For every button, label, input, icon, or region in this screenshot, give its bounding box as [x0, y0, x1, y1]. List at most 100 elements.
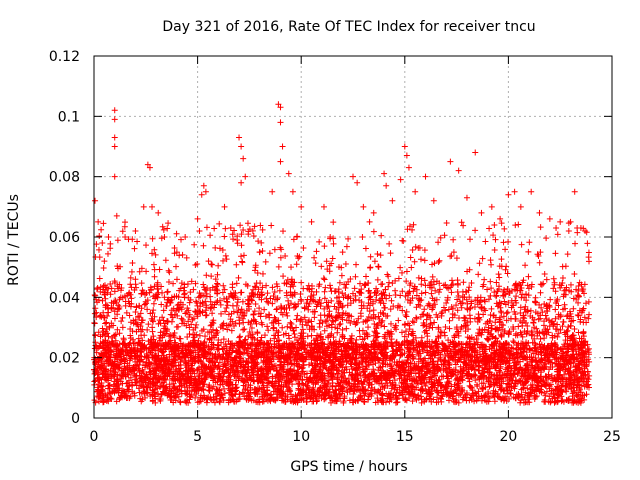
- data-point: [297, 296, 304, 303]
- data-point: [179, 316, 186, 323]
- data-point: [487, 257, 494, 264]
- data-point: [161, 323, 168, 330]
- data-point: [377, 386, 384, 393]
- data-point: [436, 286, 443, 293]
- data-point: [524, 282, 531, 289]
- data-point: [136, 268, 143, 275]
- data-point: [111, 288, 118, 295]
- data-point: [458, 219, 465, 226]
- data-point: [291, 331, 298, 338]
- data-point: [484, 286, 491, 293]
- data-point: [208, 273, 215, 280]
- data-point: [114, 305, 121, 312]
- data-point: [126, 312, 133, 319]
- data-point: [196, 228, 203, 235]
- data-point: [479, 255, 486, 262]
- data-point: [114, 237, 121, 244]
- data-point: [466, 284, 473, 291]
- data-point: [559, 274, 566, 281]
- data-point: [317, 312, 324, 319]
- data-point: [381, 323, 388, 330]
- data-point: [235, 274, 242, 281]
- data-point: [374, 276, 381, 283]
- data-point: [420, 322, 427, 329]
- data-point: [491, 222, 498, 229]
- data-point: [510, 338, 517, 345]
- data-point: [280, 273, 287, 280]
- data-point: [500, 239, 507, 246]
- data-point: [148, 250, 155, 257]
- data-point: [497, 308, 504, 315]
- data-point: [203, 272, 210, 279]
- data-point: [232, 290, 239, 297]
- data-point: [513, 293, 520, 300]
- data-point: [160, 226, 167, 233]
- data-point: [318, 300, 325, 307]
- data-point: [387, 250, 394, 257]
- data-point: [131, 245, 138, 252]
- data-point: [240, 326, 247, 333]
- data-point: [584, 240, 591, 247]
- data-point: [471, 315, 478, 322]
- data-point: [203, 224, 210, 231]
- data-point: [526, 239, 533, 246]
- data-point: [222, 225, 229, 232]
- data-point: [176, 398, 183, 405]
- data-point: [397, 264, 404, 271]
- data-point: [132, 308, 139, 315]
- data-point: [451, 381, 458, 388]
- data-point: [402, 312, 409, 319]
- data-point: [237, 333, 244, 340]
- data-point: [274, 305, 281, 312]
- data-point: [415, 274, 422, 281]
- data-point: [316, 324, 323, 331]
- data-point: [98, 226, 105, 233]
- data-point: [491, 247, 498, 254]
- data-point: [403, 313, 410, 320]
- data-point: [330, 219, 337, 226]
- data-point: [571, 325, 578, 332]
- data-point: [252, 300, 259, 307]
- data-point: [330, 334, 337, 341]
- data-point: [565, 228, 572, 234]
- data-point: [375, 264, 382, 271]
- data-point: [570, 305, 577, 312]
- data-point: [585, 315, 592, 322]
- data-point: [298, 279, 305, 286]
- data-point: [371, 258, 378, 265]
- data-point: [542, 392, 549, 399]
- data-point: [330, 235, 337, 242]
- data-point: [268, 222, 275, 229]
- data-point: [205, 258, 212, 265]
- data-point: [443, 219, 450, 226]
- data-point: [585, 298, 592, 305]
- data-point: [365, 324, 372, 331]
- data-point: [491, 289, 498, 296]
- data-point: [173, 230, 180, 237]
- data-point: [353, 355, 360, 362]
- data-point: [303, 300, 310, 307]
- data-point: [400, 237, 407, 244]
- data-point: [193, 390, 200, 397]
- data-point: [163, 302, 170, 309]
- data-point: [280, 228, 287, 235]
- data-point: [182, 310, 189, 317]
- data-point: [238, 231, 245, 238]
- data-point: [455, 292, 462, 299]
- data-point: [91, 310, 98, 317]
- data-point: [250, 233, 257, 240]
- data-point: [315, 299, 322, 306]
- data-point: [233, 280, 240, 287]
- data-point: [476, 260, 483, 267]
- data-point: [294, 233, 301, 240]
- data-point: [224, 299, 231, 306]
- data-point: [487, 292, 494, 299]
- data-point: [166, 333, 173, 340]
- data-point: [249, 227, 256, 234]
- data-point: [537, 335, 544, 342]
- data-point: [293, 261, 300, 268]
- data-point: [297, 290, 304, 297]
- data-point: [200, 242, 207, 249]
- data-point: [376, 364, 383, 371]
- data-point: [162, 257, 169, 264]
